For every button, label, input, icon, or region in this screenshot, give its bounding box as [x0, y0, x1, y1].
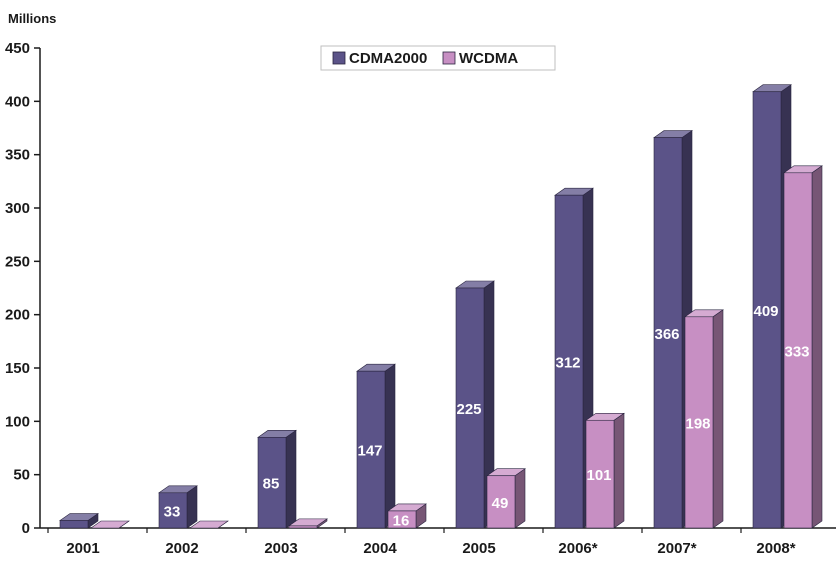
- bar-wcdma-2006: [585, 412, 625, 529]
- data-label-wcdma-2004: 16: [393, 512, 410, 529]
- data-label-wcdma-2005: 49: [492, 495, 509, 512]
- bar-wcdma-2005: [486, 468, 526, 529]
- bar-wcdma-2007: [684, 309, 724, 529]
- x-tick-label: 2003: [264, 540, 297, 557]
- bar-front: [158, 492, 188, 529]
- bar-side: [811, 165, 823, 529]
- data-label-cdma2000-2005: 225: [456, 401, 481, 418]
- y-tick-label: 450: [5, 40, 30, 57]
- legend-swatch-cdma2000: [332, 51, 346, 65]
- bar-front: [257, 437, 287, 529]
- axes: 0 50 100 150 200 250 300 350 400 450 2001 2002 2003 2…: [5, 40, 836, 557]
- data-label-cdma2000-2008: 409: [753, 303, 778, 320]
- legend-label-cdma2000: CDMA2000: [349, 50, 427, 67]
- bar-wcdma-2003: [288, 518, 328, 529]
- bar-front: [387, 510, 417, 529]
- y-tick-label: 300: [5, 200, 30, 217]
- bar-front: [288, 525, 318, 529]
- data-label-wcdma-2007: 198: [685, 415, 710, 432]
- bar-front: [783, 172, 813, 529]
- bar-front: [585, 419, 615, 529]
- bar-front: [455, 287, 485, 529]
- y-tick-label: 100: [5, 413, 30, 430]
- bar-side: [285, 429, 297, 529]
- data-label-wcdma-2006: 101: [586, 467, 611, 484]
- x-tick-label: 2004: [363, 540, 397, 557]
- x-tick-label: 2008*: [756, 540, 795, 557]
- bar-wcdma-2001: [90, 520, 130, 529]
- data-label-cdma2000-2004: 147: [357, 443, 382, 460]
- bar-cdma2000-2005: [455, 280, 495, 529]
- bar-wcdma-2004: [387, 503, 427, 529]
- legend-swatch-wcdma: [442, 51, 456, 65]
- bar-cdma2000-2003: [257, 429, 297, 529]
- bar-cdma2000-2004: [356, 363, 396, 529]
- bar-side: [384, 363, 396, 529]
- bar-cdma2000-2006: [554, 187, 594, 529]
- bar-side: [712, 309, 724, 529]
- y-tick-label: 250: [5, 253, 30, 270]
- bar-top: [90, 520, 130, 529]
- bar-side: [514, 468, 526, 529]
- y-tick-label: 350: [5, 147, 30, 164]
- y-axis-unit-label: Millions: [8, 11, 56, 26]
- bar-top: [189, 520, 229, 529]
- data-label-cdma2000-2003: 85: [263, 476, 280, 493]
- data-label-cdma2000-2007: 366: [654, 326, 679, 343]
- legend: CDMA2000 WCDMA: [320, 45, 556, 71]
- data-label-cdma2000-2002: 33: [164, 503, 181, 520]
- bar-front: [356, 370, 386, 529]
- y-tick-label: 150: [5, 360, 30, 377]
- bars: [59, 84, 823, 529]
- x-tick-label: 2007*: [657, 540, 696, 557]
- legend-label-wcdma: WCDMA: [459, 50, 518, 67]
- bar-front: [486, 475, 516, 529]
- bar-wcdma-2002: [189, 520, 229, 529]
- y-tick-label: 400: [5, 93, 30, 110]
- bar-side: [613, 412, 625, 529]
- x-tick-label: 2005: [462, 540, 495, 557]
- y-tick-label: 0: [22, 520, 30, 537]
- bar-side: [186, 485, 198, 529]
- bar-cdma2000-2002: [158, 485, 198, 529]
- bar-front: [554, 194, 584, 529]
- y-tick-label: 200: [5, 307, 30, 324]
- bar-front: [59, 520, 89, 529]
- data-labels: 33 85 147 16 225 49 312 101 366 198 409 333: [164, 303, 810, 530]
- legend-box: [320, 45, 556, 71]
- bar-cdma2000-2001: [59, 512, 99, 529]
- x-tick-label: 2002: [165, 540, 198, 557]
- data-label-wcdma-2008: 333: [784, 343, 809, 360]
- y-tick-label: 50: [13, 467, 30, 484]
- bar-wcdma-2008: [783, 165, 823, 529]
- data-label-cdma2000-2006: 312: [555, 355, 580, 372]
- x-tick-label: 2001: [66, 540, 99, 557]
- bar-front: [684, 316, 714, 529]
- x-tick-label: 2006*: [558, 540, 597, 557]
- bar-front: [752, 91, 782, 529]
- bar-front: [653, 137, 683, 529]
